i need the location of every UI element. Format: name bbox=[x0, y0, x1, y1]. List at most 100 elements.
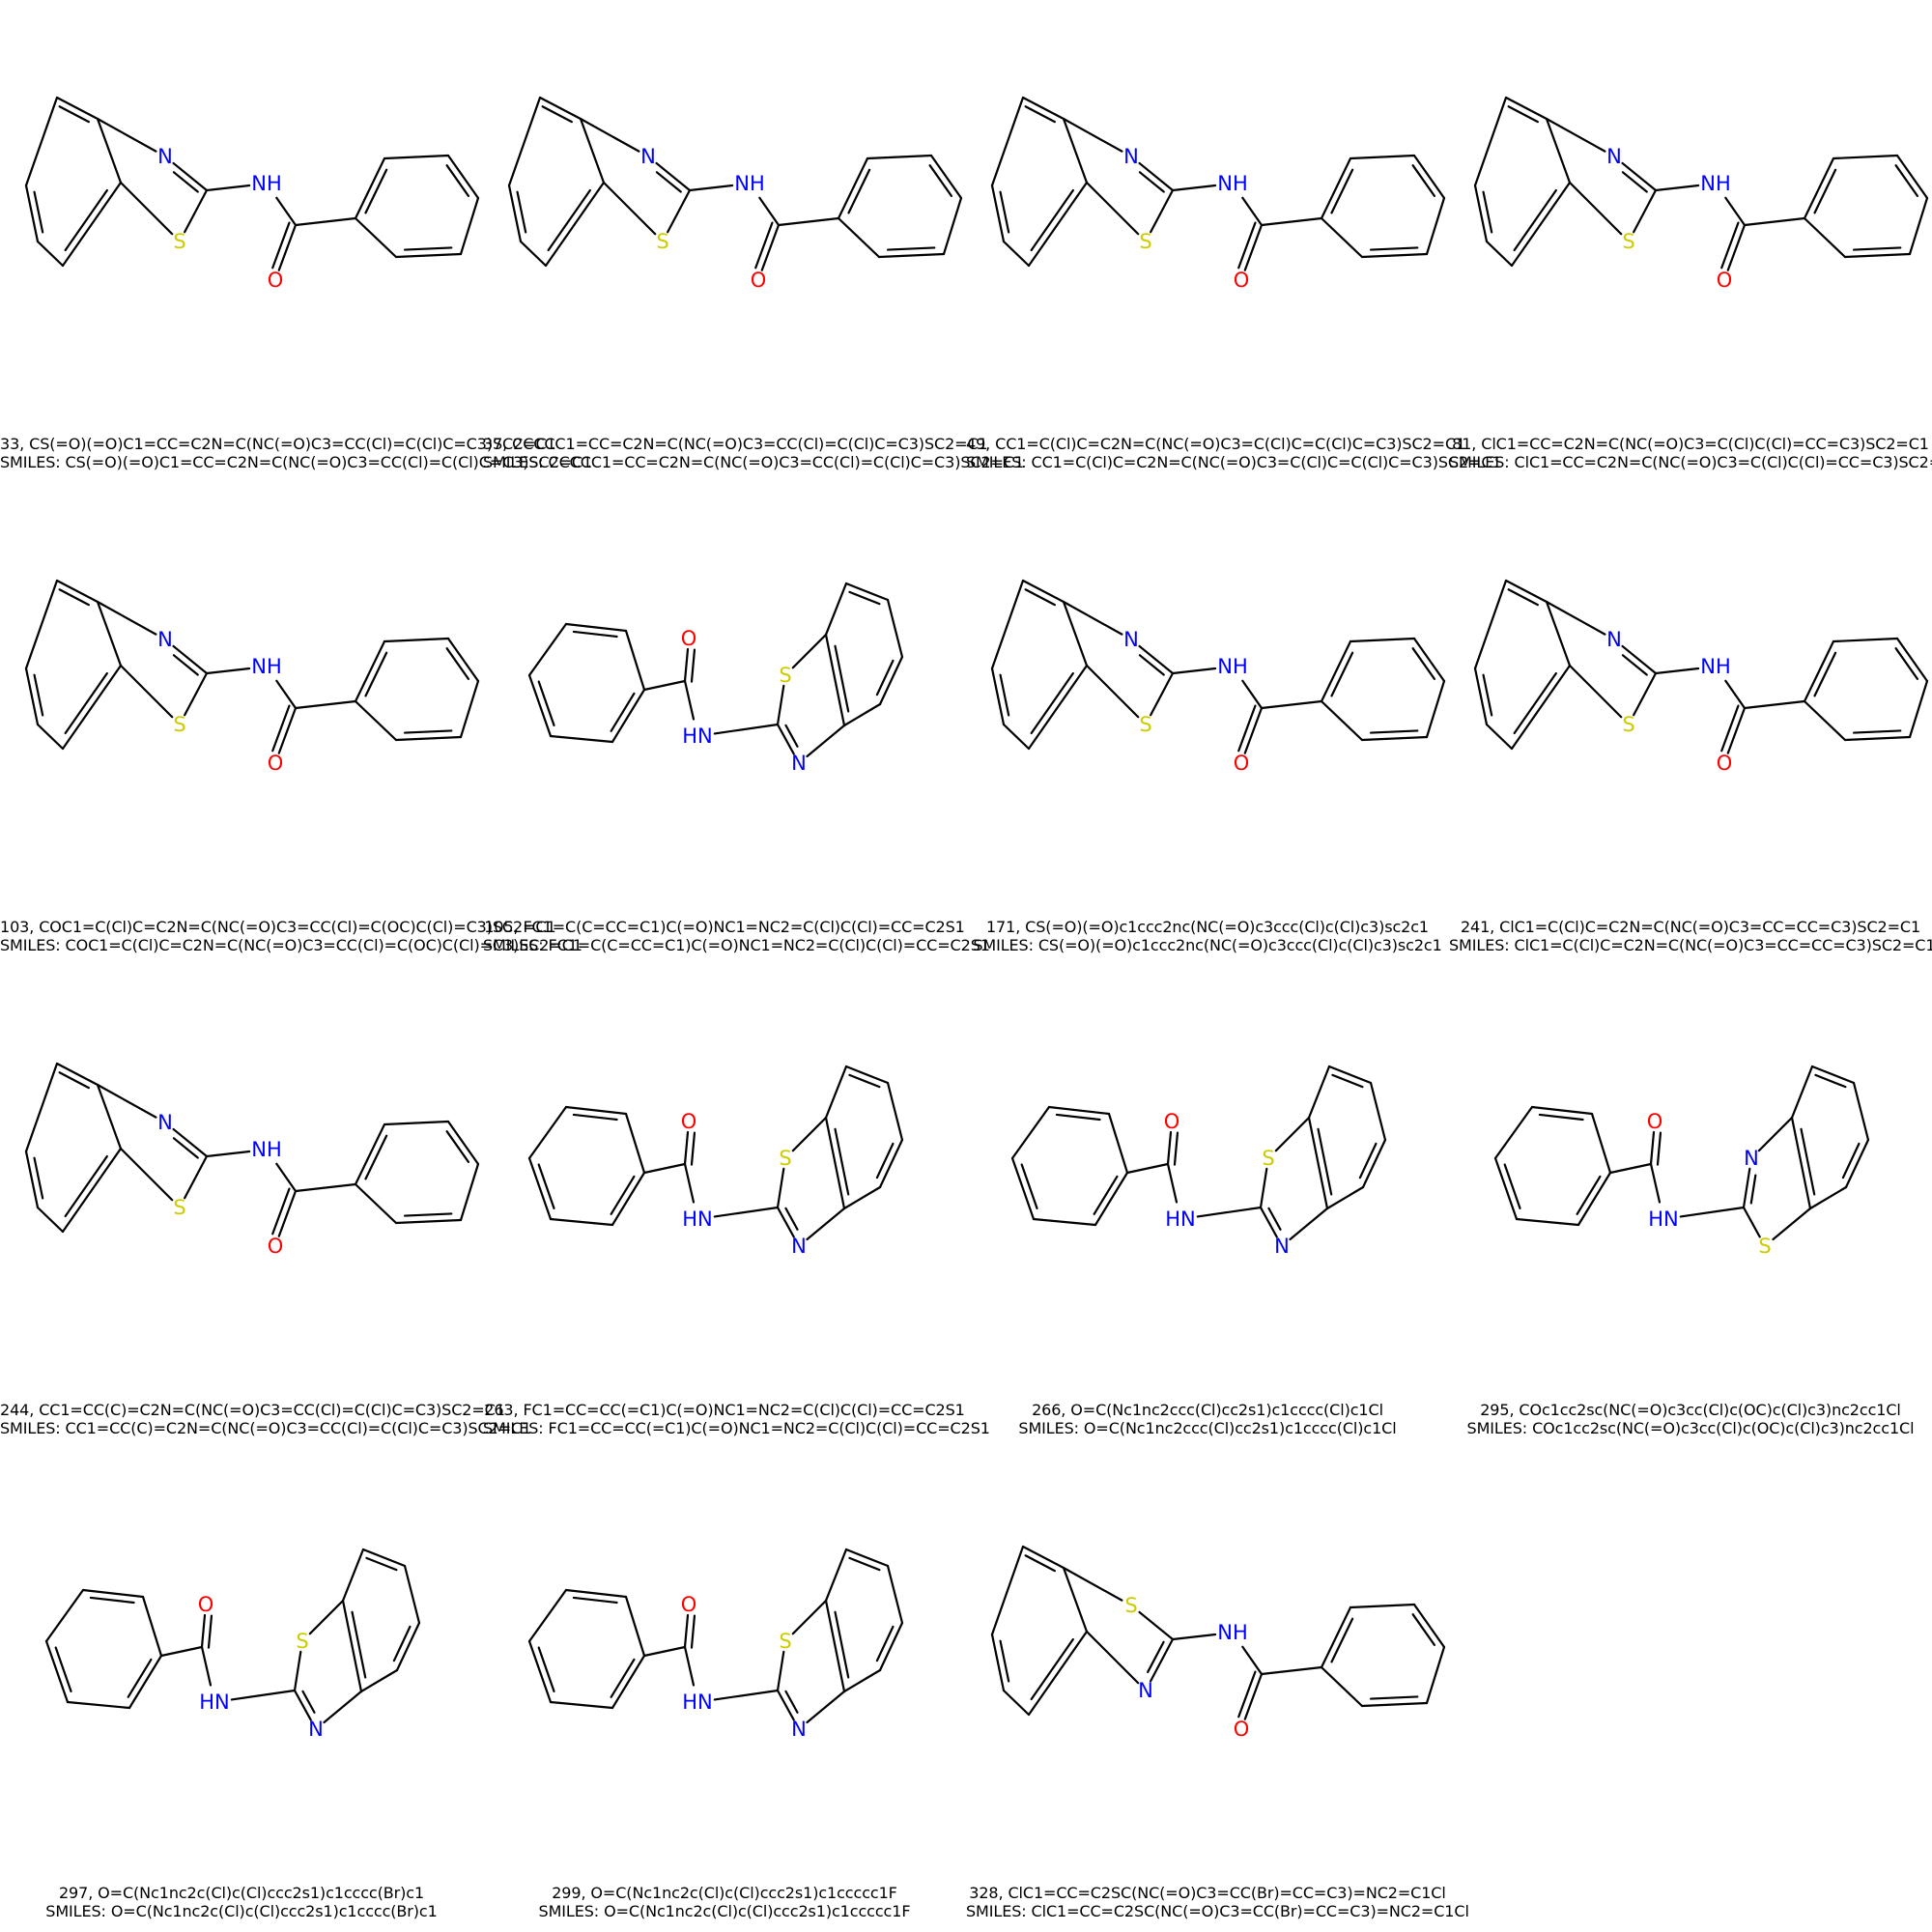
bond-p0-p1 bbox=[354, 1122, 386, 1186]
atom-label-n: N bbox=[791, 752, 807, 775]
atom-label-s: S bbox=[1622, 713, 1634, 736]
bond-CO-NH bbox=[200, 1645, 213, 1687]
bond-b2-b3 bbox=[1027, 664, 1089, 751]
atom-label-n: N bbox=[157, 1111, 173, 1134]
double-bond-b5-b0 bbox=[351, 1610, 367, 1679]
double-bond-CO-O bbox=[1173, 1131, 1179, 1166]
bond-S-b3 bbox=[119, 1147, 174, 1202]
molecule-caption: 266, O=C(Nc1nc2ccc(Cl)cc2s1)c1cccc(Cl)c1… bbox=[1032, 1401, 1383, 1419]
double-bond-b1-b2 bbox=[1358, 1142, 1378, 1179]
molecule-structure: N S NH O bbox=[24, 1062, 480, 1258]
bond-CO-O bbox=[277, 706, 298, 754]
bond-b5-b0 bbox=[24, 96, 59, 187]
bond-p2-p3 bbox=[611, 1171, 646, 1227]
double-bond-C2-N bbox=[301, 1690, 316, 1714]
bond-CO-O bbox=[683, 1130, 690, 1166]
bond-b1-b2 bbox=[36, 240, 65, 268]
double-bond-CO-O bbox=[690, 1131, 696, 1166]
bond-S-b3 bbox=[1568, 181, 1623, 236]
bond-p5-p0 bbox=[1493, 1105, 1534, 1160]
bond-p1-p2 bbox=[383, 637, 450, 643]
bond-b4-b5 bbox=[1307, 1065, 1331, 1120]
bond-C2-N bbox=[776, 1689, 795, 1721]
molecule-cell: O N HN S 295, COc1cc2sc(NC(=O)c3cc(Cl)c(OC)c… bbox=[1449, 966, 1932, 1449]
bond-NH-C2 bbox=[713, 723, 780, 735]
double-bond-p0-p1 bbox=[1503, 1163, 1521, 1209]
molecule-cell: N S NH O 33, CS(=O)(=O)C1=CC=C2N=C(NC(=O)C3=… bbox=[0, 0, 592, 483]
bond-p5-p0 bbox=[1320, 699, 1364, 742]
bond-b4-b5 bbox=[824, 582, 848, 637]
bond-CO-p0 bbox=[294, 1182, 357, 1193]
bond-p3-CO bbox=[159, 1645, 204, 1658]
double-bond-b3-b4 bbox=[848, 590, 881, 606]
double-bond-b2-b3 bbox=[64, 1154, 108, 1218]
molecule-structure: N S NH O bbox=[990, 96, 1446, 292]
bond-p5-p0 bbox=[1803, 699, 1847, 742]
bond-p5-p0 bbox=[354, 1182, 398, 1225]
molecule-structure: O N HN S bbox=[1493, 1065, 1870, 1258]
atom-label-n: N bbox=[1606, 145, 1622, 168]
molecule-caption: 328, ClC1=CC=C2SC(NC(=O)C3=CC(Br)=CC=C3)… bbox=[969, 1884, 1446, 1902]
bond-b5-b0 bbox=[990, 579, 1025, 670]
double-bond-p4-p5 bbox=[1852, 246, 1902, 251]
bond-p1-p2 bbox=[66, 1700, 131, 1710]
bond-C2-N bbox=[1742, 1167, 1751, 1209]
atom-label-o: O bbox=[1717, 269, 1733, 292]
atom-label-n: N bbox=[1123, 628, 1139, 651]
bond-p1-p2 bbox=[383, 1120, 450, 1126]
bond-b4-N bbox=[579, 117, 640, 153]
double-bond-b5-b0 bbox=[834, 1127, 850, 1196]
bond-NH-CO bbox=[1241, 679, 1264, 710]
bond-b2-b3 bbox=[61, 1147, 123, 1234]
smiles-caption: SMILES: ClC1=CC=C2SC(NC(=O)C3=CC(Br)=CC=… bbox=[966, 1902, 1469, 1920]
bond-CO-p0 bbox=[1260, 699, 1323, 710]
bond-S-b5 bbox=[308, 1599, 345, 1635]
bond-b1-b2 bbox=[519, 240, 548, 268]
bond-p3-p4 bbox=[1590, 1112, 1612, 1175]
bond-p3-p4 bbox=[1908, 196, 1929, 256]
bond-b1-b2 bbox=[1002, 1689, 1031, 1717]
bond-b5-b0 bbox=[24, 1062, 59, 1153]
bond-p3-p4 bbox=[1425, 1645, 1446, 1705]
bond-NH-C2 bbox=[1196, 1206, 1263, 1218]
double-bond-b4-b5 bbox=[58, 588, 90, 607]
molecule-structure: N S NH O bbox=[1473, 96, 1929, 292]
bond-p2-p3 bbox=[446, 154, 480, 200]
atom-label-n: N bbox=[157, 145, 173, 168]
bond-p0-p1 bbox=[527, 1639, 553, 1704]
smiles-caption: SMILES: O=C(Nc1nc2c(Cl)c(Cl)ccc2s1)c1ccc… bbox=[45, 1902, 438, 1920]
bond-p3-p4 bbox=[624, 1112, 646, 1175]
double-bond-p4-p5 bbox=[1369, 246, 1419, 251]
double-bond-CO-O bbox=[1237, 1670, 1257, 1719]
molecule-caption: 295, COc1cc2sc(NC(=O)c3cc(Cl)c(OC)c(Cl)c… bbox=[1480, 1401, 1901, 1419]
molecule-structure: N S NH O bbox=[24, 96, 480, 292]
atom-label-o: O bbox=[198, 1593, 214, 1616]
bond-b4-N bbox=[96, 117, 157, 153]
molecule-cell: O S HN N 263, FC1=CC=CC(=C1)C(=O)NC1=NC2=C(C… bbox=[483, 966, 990, 1449]
double-bond-b4-b5 bbox=[1024, 588, 1056, 607]
double-bond-p0-p1 bbox=[364, 1134, 388, 1180]
bond-NH-C2 bbox=[1679, 1206, 1746, 1218]
bond-C2-S bbox=[184, 1154, 209, 1200]
bond-b3-b4 bbox=[1062, 600, 1089, 668]
atom-label-hn: HN bbox=[1165, 1208, 1196, 1231]
bond-CO-p0 bbox=[1743, 216, 1806, 227]
bond-NH-CO bbox=[1724, 196, 1747, 227]
double-bond-b2-b3 bbox=[1030, 671, 1074, 735]
double-bond-p0-p1 bbox=[1330, 1617, 1354, 1663]
bond-b1-b2 bbox=[878, 655, 904, 706]
double-bond-CO-O bbox=[690, 648, 696, 683]
bond-p2-p3 bbox=[611, 1654, 646, 1710]
bond-S-b3 bbox=[1085, 181, 1140, 236]
double-bond-b4-b5 bbox=[541, 105, 573, 124]
bond-p1-p2 bbox=[549, 1700, 614, 1710]
bond-b2-b3 bbox=[403, 1564, 421, 1625]
bond-p2-p3 bbox=[1412, 154, 1446, 200]
bond-b4-b5 bbox=[1021, 1545, 1065, 1570]
atom-label-s: S bbox=[656, 230, 668, 253]
smiles-caption: SMILES: ClC1=C(Cl)C=C2N=C(NC(=O)C3=CC=CC… bbox=[1449, 936, 1932, 954]
atom-label-s: S bbox=[779, 664, 791, 687]
bond-b0-N bbox=[1289, 1207, 1329, 1241]
bond-N-C2 bbox=[172, 644, 209, 675]
bond-b0-N bbox=[806, 724, 846, 758]
